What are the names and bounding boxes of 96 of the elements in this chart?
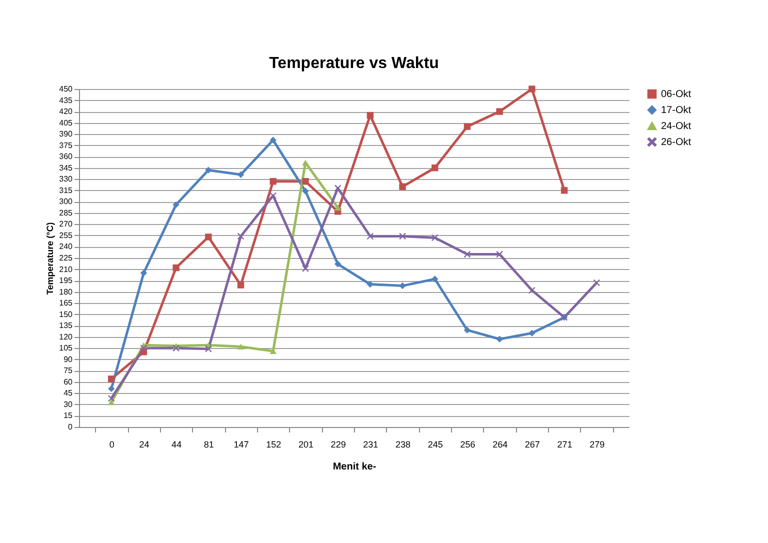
point: [172, 344, 180, 352]
x-tick-label: 256: [460, 440, 476, 450]
point: [560, 187, 568, 194]
point: [366, 280, 374, 288]
point: [108, 395, 115, 402]
y-tick-label: 0: [68, 422, 74, 432]
point: [496, 336, 503, 342]
point: [334, 184, 342, 192]
y-axis-title: Temperature (°C): [45, 222, 56, 295]
x-tick-label: 229: [330, 440, 346, 450]
y-tick-label: 285: [59, 208, 74, 218]
x-tick-label: 245: [428, 440, 443, 450]
legend-label: 17-Okt: [661, 105, 692, 116]
y-tick-label: 195: [59, 276, 74, 286]
x-tick-label: 264: [492, 440, 508, 450]
point: [432, 276, 438, 282]
legend-label: 24-Okt: [661, 121, 692, 132]
point: [302, 188, 309, 195]
point: [205, 346, 212, 352]
y-tick-label: 45: [64, 388, 74, 398]
point: [496, 250, 503, 258]
point: [205, 234, 212, 240]
point: [399, 282, 406, 290]
y-tick-label: 390: [59, 130, 74, 139]
point: [140, 270, 148, 276]
y-tick-label: 30: [64, 400, 74, 409]
point: [108, 376, 115, 382]
x-tick-label: 279: [590, 440, 605, 450]
x-tick-label: 44: [172, 440, 182, 450]
x-tick-label: 0: [109, 440, 114, 450]
x-tick-label: 238: [396, 440, 411, 450]
y-tick-label: 90: [64, 354, 74, 364]
x-tick-label: 267: [524, 440, 540, 450]
y-tick-label: 135: [59, 321, 74, 330]
y-tick-label: 165: [59, 298, 74, 308]
point: [399, 232, 406, 240]
y-tick-label: 315: [59, 186, 74, 195]
point: [237, 171, 244, 178]
y-tick-label: 345: [59, 163, 74, 172]
y-tick-label: 255: [59, 230, 74, 240]
point: [366, 112, 374, 119]
point: [593, 279, 600, 286]
y-tick-label: 360: [59, 152, 74, 162]
y-tick-label: 435: [59, 96, 74, 105]
y-tick-label: 15: [64, 411, 74, 420]
point: [334, 260, 342, 268]
point: [528, 286, 536, 294]
x-tick-label: 152: [266, 440, 282, 450]
point: [302, 178, 309, 185]
legend-label: 26-Okt: [661, 137, 692, 148]
point: [172, 264, 180, 272]
y-tick-label: 420: [59, 107, 74, 116]
y-tick-label: 120: [59, 332, 74, 342]
point: [432, 164, 438, 172]
y-tick-label: 150: [59, 310, 74, 319]
point: [140, 344, 148, 352]
point: [205, 166, 212, 174]
point: [237, 344, 244, 350]
point: [399, 183, 406, 190]
y-tick-label: 210: [59, 264, 74, 274]
x-tick-label: 201: [298, 440, 314, 450]
point: [528, 86, 536, 92]
y-tick-label: 270: [59, 220, 74, 229]
point: [108, 385, 115, 392]
point: [237, 282, 244, 288]
x-tick-label: 81: [204, 440, 214, 450]
point: [270, 192, 276, 200]
x-axis-title: Menit ke-: [332, 462, 376, 472]
point: [528, 330, 536, 336]
y-tick-label: 300: [59, 197, 74, 206]
y-tick-label: 180: [59, 287, 74, 296]
point: [270, 136, 276, 144]
y-tick-label: 240: [59, 242, 74, 252]
point: [464, 326, 471, 334]
point: [464, 123, 471, 130]
point: [270, 178, 276, 185]
point: [496, 108, 503, 115]
y-tick-label: 225: [59, 254, 74, 262]
y-tick-label: 60: [64, 377, 74, 386]
point: [108, 399, 115, 406]
y-tick-label: 375: [59, 140, 74, 150]
y-tick-label: 330: [59, 174, 74, 184]
y-tick-label: 405: [59, 118, 74, 128]
point: [302, 160, 309, 166]
x-tick-label: 271: [557, 440, 572, 450]
x-tick-label: 147: [234, 440, 249, 450]
y-tick-label: 450: [59, 84, 74, 94]
point: [172, 201, 180, 208]
legend-label: 06-Okt: [661, 89, 692, 100]
y-tick-label: 105: [59, 344, 74, 353]
chart-title: Temperature vs Waktu: [269, 55, 439, 72]
y-tick-label: 75: [64, 366, 74, 376]
point: [334, 204, 342, 211]
x-tick-label: 24: [139, 440, 150, 450]
point: [432, 234, 438, 242]
x-tick-label: 231: [363, 440, 378, 450]
